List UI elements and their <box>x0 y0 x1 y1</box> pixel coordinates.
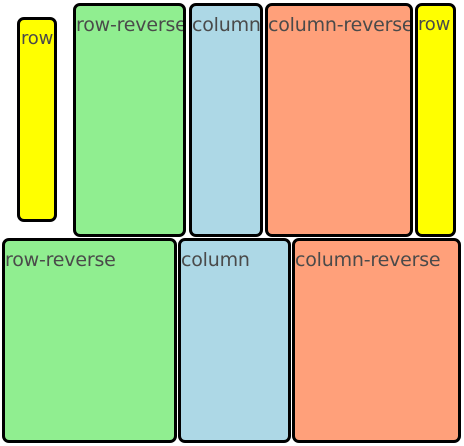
flex-box-column: column <box>189 3 263 237</box>
flex-box-row-reverse: row-reverse <box>2 238 177 443</box>
flex-box-column: column <box>178 238 291 443</box>
box-label: column <box>192 14 261 36</box>
flex-box-row: row <box>17 17 57 222</box>
box-label: column-reverse <box>268 14 413 36</box>
flex-box-row-reverse: row-reverse <box>73 3 186 237</box>
box-label: column <box>181 249 250 271</box>
flex-box-column-reverse: column-reverse <box>265 3 413 237</box>
box-label: row <box>21 28 54 49</box>
box-label: column-reverse <box>295 249 441 271</box>
box-label: row-reverse <box>76 14 186 36</box>
flex-box-row: row <box>415 3 456 237</box>
flex-box-column-reverse: column-reverse <box>292 238 461 443</box>
box-label: row <box>418 14 451 35</box>
box-label: row-reverse <box>5 249 116 271</box>
